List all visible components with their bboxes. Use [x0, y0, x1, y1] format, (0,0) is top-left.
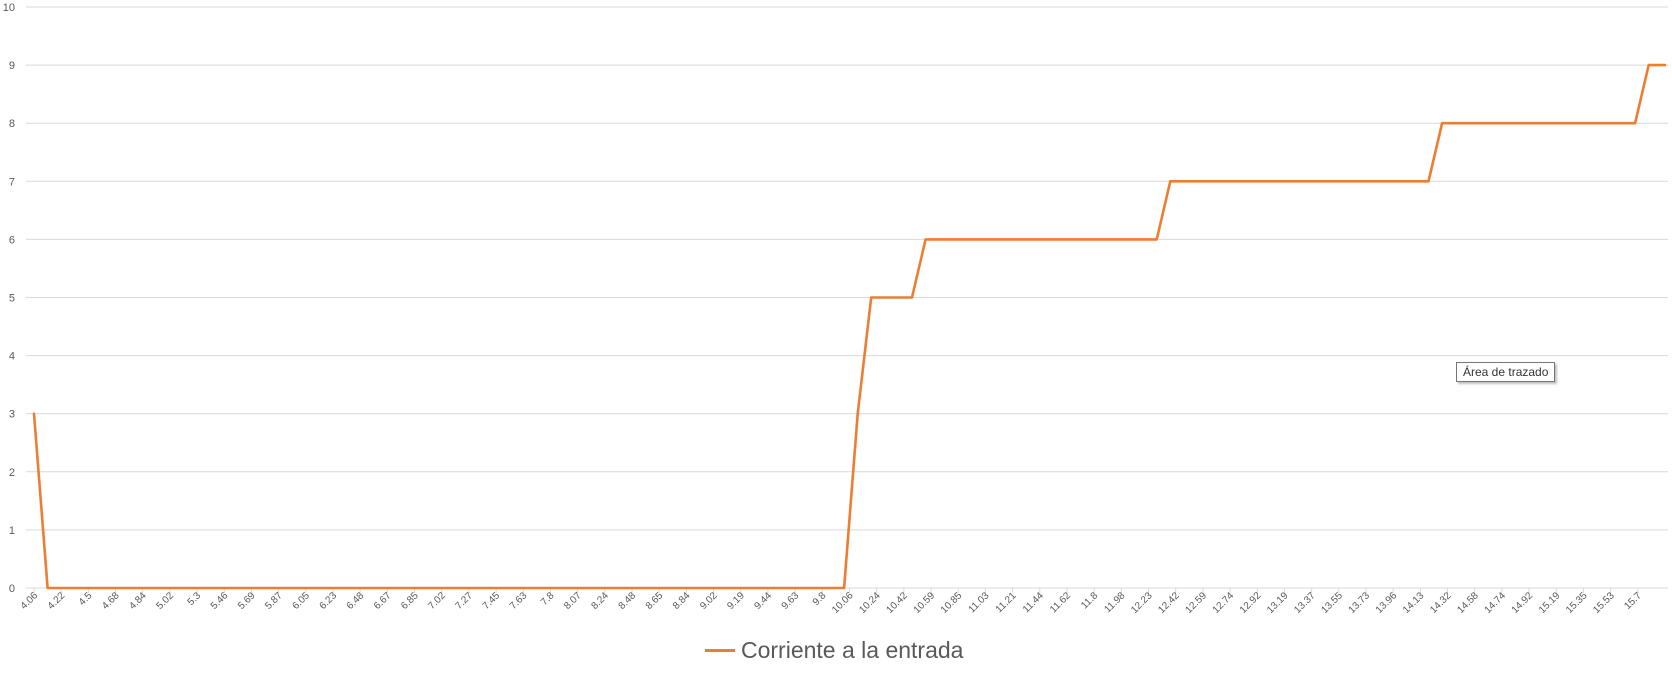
y-tick-label: 4: [9, 351, 15, 363]
x-tick-label: 4.5: [77, 590, 95, 608]
x-tick-label: 10.42: [885, 590, 911, 616]
x-tick-label: 14.32: [1428, 590, 1454, 616]
x-tick-label: 12.42: [1156, 590, 1182, 616]
x-tick-label: 4.84: [127, 590, 149, 612]
x-tick-label: 7.27: [454, 590, 476, 612]
x-tick-label: 14.13: [1401, 590, 1427, 616]
x-tick-label: 7.02: [426, 590, 448, 612]
x-tick-label: 6.85: [399, 590, 421, 612]
x-tick-label: 7.8: [539, 590, 557, 608]
x-tick-label: 9.44: [753, 590, 775, 612]
x-tick-label: 15.53: [1591, 590, 1617, 616]
x-tick-label: 9.19: [725, 590, 747, 612]
x-tick-label: 5.46: [209, 590, 231, 612]
x-tick-label: 11.03: [967, 590, 992, 615]
x-tick-label: 5.3: [186, 590, 204, 608]
y-tick-label: 1: [9, 525, 15, 537]
x-tick-label: 10.59: [912, 590, 938, 616]
x-tick-label: 15.7: [1622, 590, 1644, 612]
x-tick-label: 15.35: [1564, 590, 1590, 616]
y-tick-label: 8: [9, 118, 15, 130]
x-tick-label: 11.44: [1021, 590, 1046, 615]
x-tick-label: 4.68: [100, 590, 122, 612]
series-line: [32, 63, 1667, 590]
x-tick-label: 9.02: [698, 590, 720, 612]
x-tick-label: 14.92: [1510, 590, 1536, 616]
x-tick-label: 11.8: [1079, 590, 1100, 611]
y-tick-label: 0: [9, 583, 15, 595]
x-tick-label: 6.48: [345, 590, 367, 612]
legend: Corriente a la entrada: [705, 637, 963, 664]
x-tick-label: 12.59: [1184, 590, 1210, 616]
x-tick-label: 11.21: [994, 590, 1019, 615]
y-tick-label: 5: [9, 293, 15, 305]
y-axis-ticks: 0 1 2 3 4 5 6 7 8 9 10: [3, 2, 15, 595]
y-tick-label: 2: [9, 467, 15, 479]
x-tick-label: 13.55: [1319, 590, 1345, 616]
x-tick-label: 14.74: [1483, 590, 1509, 616]
y-tick-label: 3: [9, 409, 15, 421]
series-layer: [32, 63, 1667, 590]
gridlines: [26, 6, 1668, 531]
x-tick-label: 8.24: [589, 590, 611, 612]
x-tick-label: 12.74: [1211, 590, 1237, 616]
x-tick-label: 8.07: [562, 590, 584, 612]
y-tick-label: 6: [9, 234, 15, 246]
y-tick-label: 10: [3, 2, 15, 14]
x-tick-label: 8.65: [644, 590, 666, 612]
y-tick-label: 9: [9, 60, 15, 72]
x-axis-ticks: 4.06 4.22 4.5 4.68 4.84 5.02 5.3 5.46 5.69 5.87 6.…: [19, 588, 1644, 616]
x-tick-label: 4.06: [19, 590, 41, 612]
x-tick-label: 14.58: [1455, 590, 1481, 616]
x-tick-label: 10.24: [857, 590, 883, 616]
x-tick-label: 9.63: [780, 590, 802, 612]
x-tick-label: 6.67: [372, 590, 394, 612]
x-tick-label: 13.37: [1292, 590, 1318, 616]
x-tick-label: 11.62: [1048, 590, 1073, 615]
x-tick-label: 11.98: [1102, 590, 1127, 615]
x-tick-label: 5.69: [236, 590, 258, 612]
x-tick-label: 5.02: [154, 590, 176, 612]
plot-area-tooltip: Área de trazado: [1456, 362, 1556, 382]
x-tick-label: 13.96: [1374, 590, 1400, 616]
x-tick-label: 8.48: [617, 590, 639, 612]
x-tick-label: 4.22: [46, 590, 68, 612]
legend-line-swatch: [705, 649, 735, 652]
x-tick-label: 13.19: [1265, 590, 1291, 616]
x-tick-label: 12.23: [1129, 590, 1155, 616]
legend-label: Corriente a la entrada: [741, 637, 964, 663]
x-tick-label: 13.73: [1347, 590, 1373, 616]
x-tick-label: 5.87: [263, 590, 285, 612]
y-tick-label: 7: [9, 176, 15, 188]
x-tick-label: 10.06: [830, 590, 856, 616]
x-tick-label: 6.23: [318, 590, 340, 612]
x-tick-label: 15.19: [1537, 590, 1563, 616]
x-tick-label: 8.84: [671, 590, 693, 612]
x-tick-label: 10.85: [939, 590, 965, 616]
x-tick-label: 7.45: [481, 590, 503, 612]
x-tick-label: 9.8: [811, 590, 829, 608]
x-tick-label: 12.92: [1238, 590, 1264, 616]
x-tick-label: 6.05: [290, 590, 312, 612]
x-tick-label: 7.63: [508, 590, 530, 612]
